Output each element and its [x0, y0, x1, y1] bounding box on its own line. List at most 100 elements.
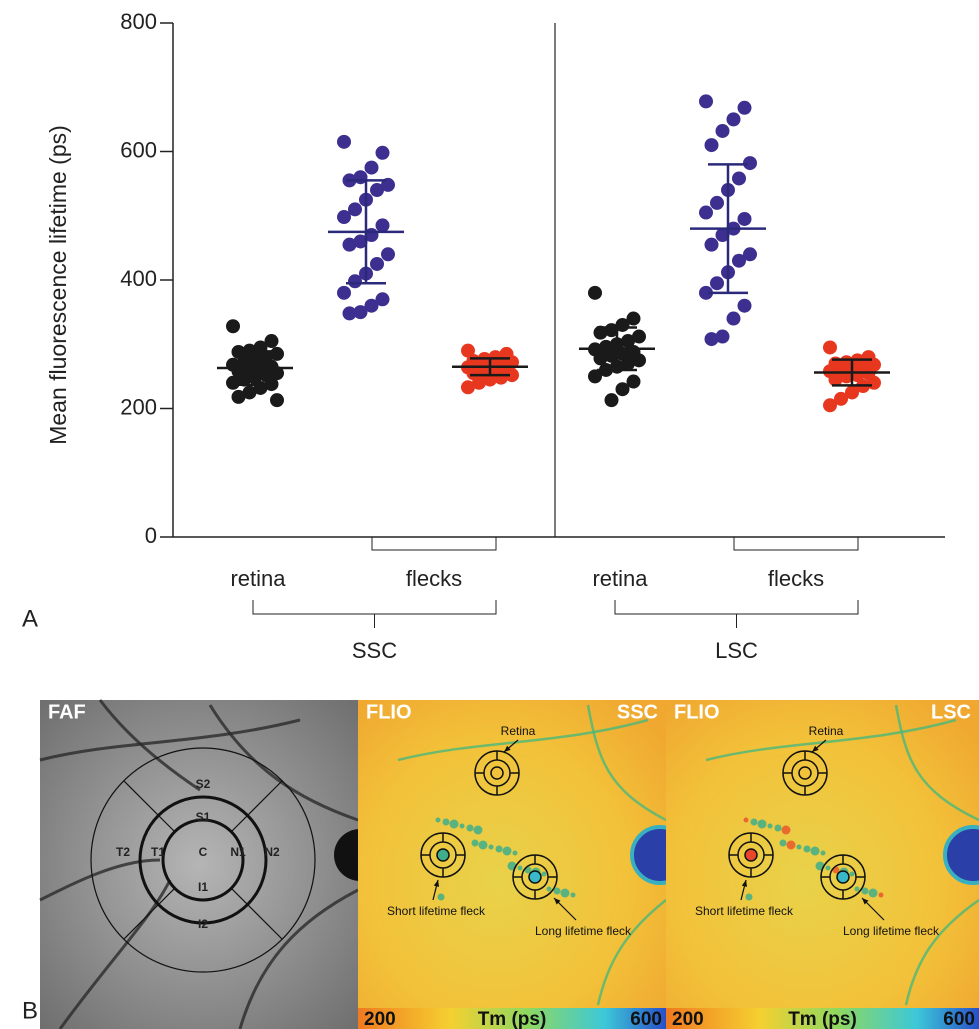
- fleck: [786, 840, 796, 850]
- fleck: [820, 850, 826, 856]
- annotation: Long lifetime fleck: [843, 924, 940, 938]
- panel-label: B: [22, 997, 38, 1024]
- group-label: LSC: [715, 638, 758, 663]
- core: [490, 766, 504, 780]
- sector-label: C: [199, 845, 208, 859]
- target: [820, 854, 866, 900]
- dot: [699, 94, 713, 109]
- bracket: [371, 537, 497, 551]
- dot: [704, 237, 719, 252]
- error-bar: [328, 179, 404, 285]
- arrow-head: [741, 880, 748, 887]
- fleck: [750, 818, 758, 826]
- fleck: [774, 824, 782, 832]
- panel-condition: LSC: [931, 701, 971, 723]
- vessel: [98, 699, 201, 792]
- error-bar: [579, 326, 655, 372]
- dot: [375, 145, 390, 160]
- grid-ring: [161, 818, 245, 902]
- x-tick-label: retina: [592, 566, 648, 591]
- dot: [604, 348, 619, 363]
- fleck: [825, 865, 831, 871]
- error-bar: [217, 350, 293, 386]
- target: [474, 750, 520, 796]
- fleck: [471, 839, 479, 847]
- dot: [505, 368, 519, 383]
- vessel: [39, 858, 161, 902]
- faf-image: [40, 700, 358, 1029]
- dot: [593, 351, 608, 366]
- dot: [604, 393, 619, 408]
- arrow-head: [504, 745, 511, 752]
- scale-label: 200: [672, 1009, 704, 1029]
- grid-spoke: [123, 780, 176, 833]
- fleck: [861, 887, 869, 895]
- dot: [370, 183, 384, 198]
- fleck: [442, 818, 450, 826]
- dot: [626, 311, 641, 326]
- fleck: [459, 823, 465, 829]
- dot: [626, 374, 641, 389]
- dot: [593, 325, 608, 340]
- arrow-head: [433, 880, 440, 887]
- fleck: [466, 824, 474, 832]
- dot: [632, 353, 646, 368]
- dot: [699, 285, 713, 300]
- y-tick-label: 400: [120, 266, 157, 291]
- bracket: [252, 600, 497, 628]
- vessel: [238, 888, 359, 1029]
- sector-label: N2: [264, 845, 280, 859]
- target: [420, 832, 466, 878]
- core: [436, 848, 450, 862]
- vessel: [39, 718, 301, 762]
- annotation: Short lifetime fleck: [695, 904, 794, 918]
- dot: [588, 369, 602, 384]
- vessel: [586, 704, 667, 822]
- scale-label: 200: [364, 1009, 396, 1029]
- dot: [588, 285, 602, 300]
- dot: [704, 332, 719, 347]
- scale-label: 600: [943, 1009, 975, 1029]
- panel-label: A: [22, 605, 38, 632]
- dot: [704, 138, 719, 153]
- fleck: [478, 840, 488, 850]
- x-tick-label: flecks: [406, 566, 462, 591]
- dot: [472, 375, 486, 390]
- core: [836, 870, 850, 884]
- dot: [715, 329, 730, 344]
- target: [512, 854, 558, 900]
- group-label: SSC: [352, 638, 397, 663]
- dot: [226, 375, 240, 390]
- dot: [710, 195, 724, 210]
- dot: [715, 123, 730, 138]
- fleck: [743, 817, 749, 823]
- dot: [270, 393, 284, 408]
- sector-label: T1: [151, 845, 165, 859]
- fleck: [495, 845, 503, 853]
- fleck: [854, 886, 860, 892]
- dot: [461, 343, 475, 358]
- fleck: [779, 839, 787, 847]
- error-bar: [814, 358, 890, 387]
- arrow-head: [812, 745, 819, 752]
- vessel: [596, 899, 667, 1006]
- x-tick-label: retina: [230, 566, 286, 591]
- dot: [231, 389, 246, 404]
- error-bar: [690, 163, 766, 295]
- scale-label: Tm (ps): [478, 1009, 547, 1029]
- dot: [364, 298, 379, 313]
- annotation: Short lifetime fleck: [387, 904, 486, 918]
- dot: [632, 329, 646, 344]
- scale-label: 600: [630, 1009, 662, 1029]
- dot: [348, 274, 362, 289]
- arrow-head: [554, 898, 561, 905]
- fleck: [553, 887, 561, 895]
- error-bar: [452, 357, 528, 377]
- core: [798, 766, 812, 780]
- fleck: [541, 871, 547, 877]
- fleck: [570, 892, 576, 898]
- fleck: [767, 823, 773, 829]
- vessel: [904, 898, 979, 1006]
- dot: [364, 160, 379, 175]
